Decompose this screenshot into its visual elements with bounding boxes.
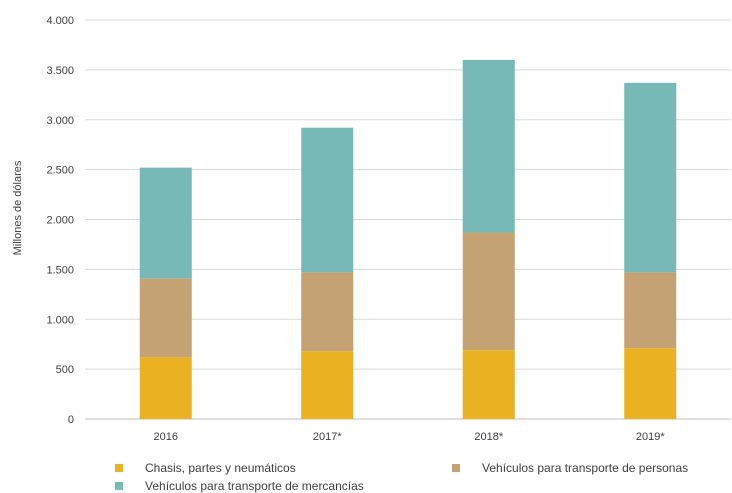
gridlines [85,19,731,420]
y-axis-ticks: 0 500 1.000 1.500 2.000 2.500 3.000 3.500 4.000 [46,15,74,426]
bar-segment-2-2018 [462,232,515,351]
x-axis-ticks: 2016 2017* 2018* 2019* [154,431,666,443]
y-tick-label: 1.000 [46,314,74,326]
legend-label-personas: Vehículos para transporte de personas [482,461,689,475]
bar-segment-2-2017 [301,272,354,352]
y-tick-label: 500 [56,364,74,376]
x-tick-label: 2017* [313,431,342,443]
legend-item-personas: Vehículos para transporte de personas [452,461,688,475]
legend-swatch-chasis [115,464,123,472]
bar-segment-3-2018 [462,59,515,233]
x-tick-label: 2019* [636,431,665,443]
bar-segment-2-2016 [139,278,192,358]
bar-segment-1-2018 [462,350,515,419]
bar-segment-1-2019 [624,348,677,419]
x-tick-label: 2016 [154,431,178,443]
bars [139,59,677,419]
y-tick-label: 2.500 [46,165,74,177]
legend-swatch-personas [452,464,460,472]
bar-segment-3-2017 [301,127,354,273]
y-tick-label: 3.500 [46,65,74,77]
legend-swatch-mercancias [115,482,123,490]
bar-segment-1-2016 [139,357,192,419]
x-tick-label: 2018* [474,431,503,443]
y-tick-label: 0 [68,414,74,426]
y-tick-label: 4.000 [46,15,74,27]
bar-segment-1-2017 [301,351,354,419]
y-axis-label: Millones de dólares [12,160,24,255]
legend-item-chasis: Chasis, partes y neumáticos [115,461,296,475]
bar-segment-3-2016 [139,167,192,279]
legend-item-mercancias: Vehículos para transporte de mercancías [115,479,364,493]
y-tick-label: 2.000 [46,215,74,227]
legend-label-chasis: Chasis, partes y neumáticos [145,461,296,475]
bar-segment-2-2019 [624,272,677,349]
legend-label-mercancias: Vehículos para transporte de mercancías [145,479,364,493]
y-tick-label: 3.000 [46,115,74,127]
y-tick-label: 1.500 [46,264,74,276]
bar-segment-3-2019 [624,82,677,273]
